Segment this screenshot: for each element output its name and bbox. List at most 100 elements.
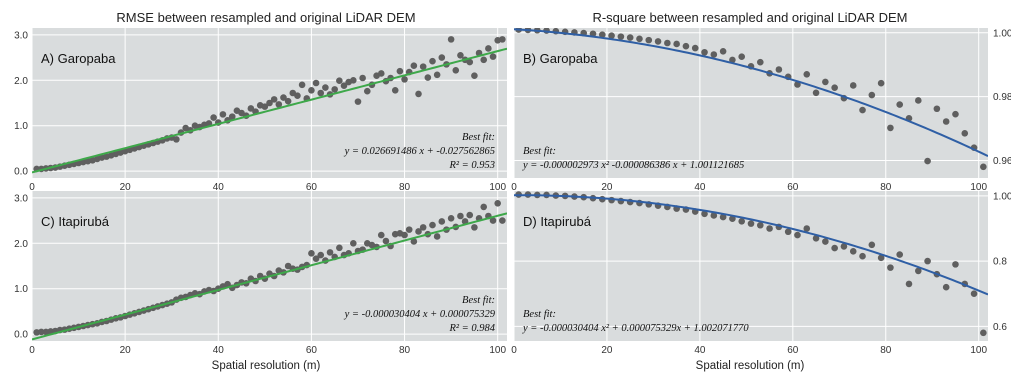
data-point-b-14 [645, 36, 653, 44]
data-point-a-52 [275, 101, 283, 108]
data-point-b-18 [682, 42, 690, 50]
data-point-d-26 [756, 221, 764, 229]
data-point-d-29 [784, 228, 792, 236]
data-point-a-85 [429, 57, 436, 65]
data-point-c-91 [457, 212, 464, 220]
data-layer-c [32, 199, 507, 341]
data-point-a-64 [331, 86, 338, 93]
data-point-b-50 [980, 163, 987, 171]
data-point-a-65 [336, 77, 343, 85]
panel-a: 0 20 40 60 80 100 0.0 1.0 2.0 3.0 A) Garopaba Best … [14, 28, 507, 193]
fit-annotation-c-2: R² = 0.984 [448, 323, 495, 334]
data-point-b-46 [942, 118, 950, 125]
fit-annotation-d-1: y = -0.000030404 x² + 0.000075329x + 1.0… [522, 323, 749, 334]
data-point-b-43 [914, 97, 922, 104]
data-point-a-57 [298, 81, 306, 89]
data-point-b-23 [729, 56, 736, 64]
data-point-b-20 [701, 48, 708, 56]
data-point-a-96 [480, 56, 488, 64]
fit-annotation-a-2: R² = 0.953 [448, 160, 495, 171]
data-point-d-27 [766, 225, 773, 232]
data-point-c-1 [38, 328, 45, 336]
panel-label-c: C) Itapirubá [41, 214, 110, 229]
data-point-b-22 [719, 47, 727, 55]
data-point-a-86 [433, 71, 441, 79]
data-point-b-31 [803, 70, 811, 78]
data-point-b-11 [617, 33, 625, 40]
data-point-a-77 [391, 86, 399, 94]
x-tick-label-c-4: 80 [399, 345, 411, 356]
data-point-b-36 [849, 82, 857, 89]
x-tick-label-b-1: 20 [601, 182, 613, 193]
data-point-c-59 [308, 249, 315, 257]
data-point-a-46 [247, 105, 255, 112]
data-point-a-53 [280, 94, 287, 101]
data-point-c-60 [312, 255, 320, 263]
plot-area-b [514, 28, 988, 178]
data-point-b-16 [664, 39, 671, 47]
data-point-a-93 [466, 58, 474, 66]
data-point-c-74 [377, 231, 385, 239]
x-tick-label-c-2: 40 [213, 345, 225, 356]
panel-c: 0 20 40 60 80 100 0.0 1.0 2.0 3.0 C) Itapirubá Best… [14, 191, 507, 356]
title-rmse: RMSE between resampled and original LiDA… [116, 10, 415, 25]
data-point-b-37 [859, 106, 866, 114]
x-tick-label-b-2: 40 [694, 182, 706, 193]
x-tick-label-c-1: 20 [120, 345, 132, 356]
data-layer-d [514, 191, 988, 337]
data-point-c-79 [401, 231, 408, 239]
data-point-a-50 [266, 99, 273, 107]
fit-annotation-c-0: Best fit: [462, 295, 495, 306]
data-point-d-21 [710, 212, 718, 219]
fit-annotation-a-1: y = 0.026691486 x + -0.027562865 [344, 146, 495, 157]
x-tick-label-d-0: 0 [511, 345, 517, 356]
data-point-a-100 [499, 36, 506, 43]
data-point-b-24 [738, 53, 746, 61]
data-point-c-87 [438, 218, 446, 225]
data-point-d-37 [859, 252, 866, 260]
y-tick-label-c-0: 0.0 [14, 330, 28, 341]
x-tick-label-d-3: 60 [787, 345, 799, 356]
y-tick-label-b-2: 1.00 [993, 28, 1011, 39]
data-point-a-71 [363, 87, 371, 95]
x-tick-label-a-2: 40 [213, 182, 225, 193]
fit-annotation-b-1: y = -0.000002973 x² -0.000086386 x + 1.0… [522, 160, 744, 171]
fit-annotation-a-0: Best fit: [462, 132, 495, 143]
data-point-b-26 [756, 58, 764, 66]
data-point-d-32 [812, 234, 820, 242]
data-point-c-81 [410, 238, 418, 245]
data-point-c-89 [447, 214, 455, 222]
data-point-b-15 [654, 38, 662, 45]
data-point-c-82 [415, 228, 422, 235]
data-point-b-38 [868, 91, 876, 99]
data-point-c-75 [382, 237, 390, 245]
data-point-d-31 [803, 225, 811, 232]
data-point-c-93 [466, 211, 474, 219]
y-tick-label-b-0: 0.96 [993, 156, 1011, 167]
data-point-a-91 [457, 51, 464, 59]
x-tick-label-a-1: 20 [120, 182, 132, 193]
data-point-c-94 [471, 224, 478, 231]
data-point-d-33 [822, 238, 829, 245]
data-point-c-100 [499, 217, 506, 224]
data-point-d-25 [747, 220, 755, 227]
data-point-b-45 [933, 105, 941, 113]
data-point-b-48 [961, 130, 969, 137]
data-point-a-60 [312, 79, 320, 87]
data-point-c-98 [489, 217, 497, 224]
data-point-a-78 [396, 67, 404, 75]
x-tick-label-d-4: 80 [880, 345, 892, 356]
data-point-a-70 [359, 74, 366, 82]
data-point-a-49 [261, 103, 269, 110]
data-point-d-47 [952, 261, 959, 268]
data-point-b-10 [608, 32, 615, 39]
x-tick-label-a-5: 100 [489, 182, 506, 193]
data-point-a-69 [354, 98, 362, 105]
data-point-b-39 [877, 79, 885, 87]
x-axis-label-left: Spatial resolution (m) [212, 360, 321, 372]
data-point-a-84 [424, 74, 432, 81]
data-point-a-83 [419, 63, 427, 70]
data-point-a-94 [471, 72, 478, 80]
x-tick-label-a-0: 0 [29, 182, 35, 193]
panel-d: 0 20 40 60 80 100 0.6 0.8 1.00 D) Itapirubá Best f… [511, 191, 1011, 356]
